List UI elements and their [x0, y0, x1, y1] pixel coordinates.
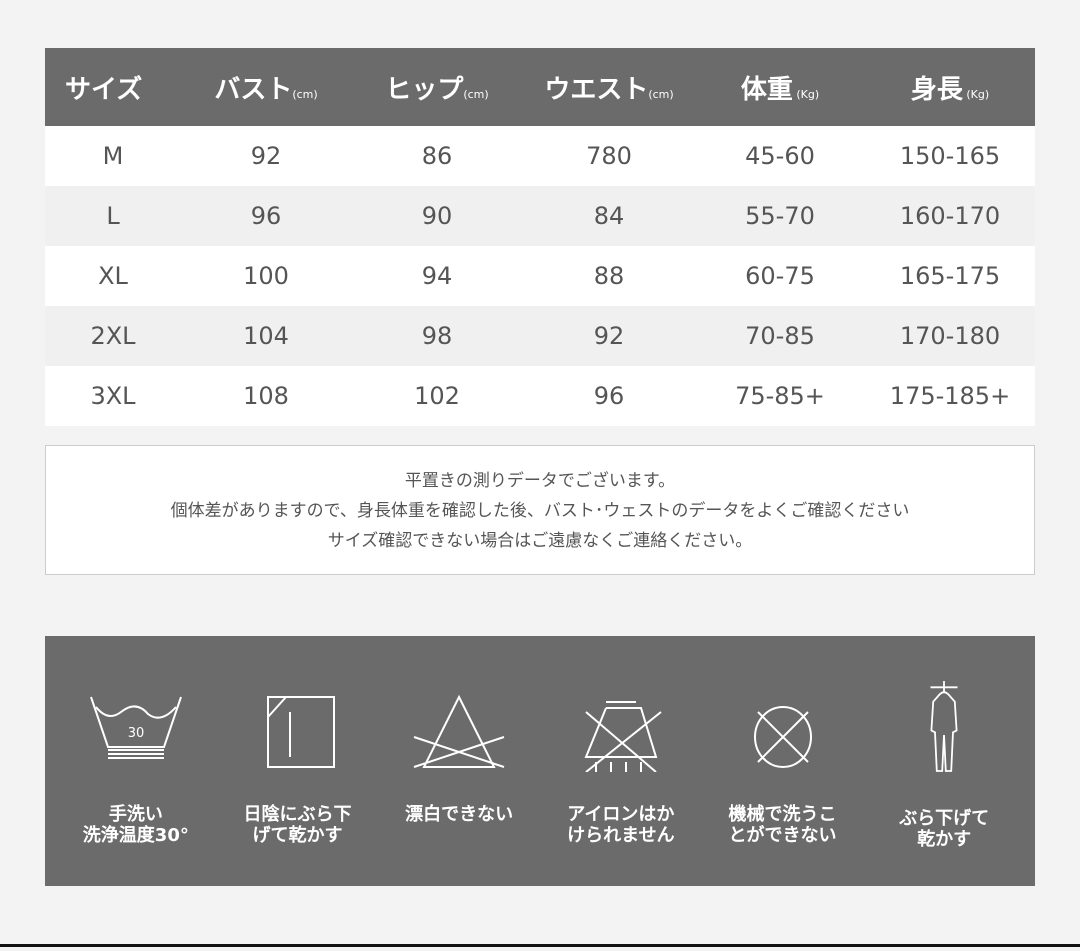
table-cell: 96	[593, 382, 625, 410]
header-height: 身長 (Kg)	[865, 69, 1035, 106]
note-line: 個体差がありますので、身長体重を確認した後、バスト･ウェストのデータをよくご確認…	[170, 501, 910, 521]
table-cell: 160-170	[899, 202, 1001, 230]
table-cell: M	[102, 142, 124, 170]
care-item: ぶら下げて 乾かす	[863, 636, 1025, 886]
header-hip: ヒップ(cm)	[351, 69, 523, 106]
care-item: 機械で洗うこ とができない	[702, 636, 864, 886]
table-cell: 2XL	[90, 322, 136, 350]
table-row: XL 100 94 88 60-75 165-175	[45, 246, 1035, 306]
table-cell: 94	[421, 262, 453, 290]
bottom-divider	[0, 944, 1080, 947]
header-label: 体重	[740, 74, 793, 105]
care-instructions-panel: 30 手洗い 洗浄温度30° 日陰にぶら下 げて乾かす 漂白できない アイロンは…	[45, 636, 1035, 886]
table-cell: 90	[421, 202, 453, 230]
table-cell: 98	[421, 322, 453, 350]
header-label: ウエスト	[544, 74, 649, 105]
table-cell: 86	[421, 142, 453, 170]
header-unit: (cm)	[292, 87, 318, 101]
line-dry-shade-icon	[266, 696, 335, 768]
table-cell: 92	[593, 322, 625, 350]
table-cell: 75-85+	[735, 382, 825, 410]
care-label: アイロンはか けられません	[567, 804, 675, 846]
header-label: ヒップ	[385, 74, 464, 105]
table-cell: 70-85	[745, 322, 815, 350]
table-cell: 150-165	[899, 142, 1001, 170]
header-label: 身長	[910, 74, 963, 105]
header-label: バスト	[214, 74, 293, 105]
header-label: サイズ	[65, 74, 143, 105]
table-row: L 96 90 84 55-70 160-170	[45, 186, 1035, 246]
header-unit: (cm)	[463, 87, 489, 101]
table-row: 2XL 104 98 92 70-85 170-180	[45, 306, 1035, 366]
table-cell: 100	[243, 262, 289, 290]
note-line: 平置きの測りデータでございます。	[404, 471, 676, 491]
table-cell: 60-75	[745, 262, 815, 290]
header-size: サイズ	[45, 69, 181, 106]
wash-temp: 30	[128, 726, 145, 741]
table-cell: 92	[250, 142, 282, 170]
care-label: 漂白できない	[405, 804, 514, 825]
header-waist: ウエスト(cm)	[523, 69, 695, 106]
header-unit: (Kg)	[792, 87, 820, 101]
table-cell: 45-60	[745, 142, 815, 170]
table-cell: 175-185+	[889, 382, 1011, 410]
header-weight: 体重 (Kg)	[695, 69, 865, 106]
table-cell: 88	[593, 262, 625, 290]
care-item: 30 手洗い 洗浄温度30°	[55, 636, 217, 886]
table-cell: XL	[98, 262, 128, 290]
no-machine-wash-icon	[753, 706, 812, 768]
care-label: 手洗い 洗浄温度30°	[82, 804, 189, 846]
care-label: 機械で洗うこ とができない	[728, 804, 837, 846]
table-cell: 55-70	[745, 202, 815, 230]
table-header: サイズ バスト(cm) ヒップ(cm) ウエスト(cm) 体重 (Kg) 身長 …	[45, 48, 1035, 126]
size-chart: サイズ バスト(cm) ヒップ(cm) ウエスト(cm) 体重 (Kg) 身長 …	[45, 48, 1035, 426]
table-cell: 170-180	[899, 322, 1001, 350]
no-iron-icon	[584, 701, 662, 772]
table-cell: 165-175	[899, 262, 1001, 290]
table-cell: 780	[586, 142, 632, 170]
care-label: ぶら下げて 乾かす	[899, 808, 990, 850]
header-bust: バスト(cm)	[181, 69, 351, 106]
table-cell: 102	[414, 382, 460, 410]
table-cell: 104	[243, 322, 289, 350]
table-cell: 3XL	[90, 382, 136, 410]
table-row: M 92 86 780 45-60 150-165	[45, 126, 1035, 186]
table-row: 3XL 108 102 96 75-85+ 175-185+	[45, 366, 1035, 426]
hang-dry-icon	[930, 681, 958, 772]
header-unit: (cm)	[648, 87, 674, 101]
hand-wash-30-icon: 30	[89, 696, 182, 759]
table-cell: L	[106, 202, 120, 230]
care-item: 日陰にぶら下 げて乾かす	[217, 636, 379, 886]
header-unit: (Kg)	[962, 87, 990, 101]
table-cell: 96	[250, 202, 282, 230]
note-line: サイズ確認できない場合はご遠慮なくご連絡ください。	[327, 531, 753, 551]
table-cell: 84	[593, 202, 625, 230]
care-item: 漂白できない	[378, 636, 540, 886]
care-label: 日陰にぶら下 げて乾かす	[243, 804, 352, 846]
table-cell: 108	[243, 382, 289, 410]
measurement-note: 平置きの測りデータでございます。 個体差がありますので、身長体重を確認した後、バ…	[45, 445, 1035, 575]
no-bleach-icon	[413, 694, 505, 768]
care-item: アイロンはか けられません	[540, 636, 702, 886]
